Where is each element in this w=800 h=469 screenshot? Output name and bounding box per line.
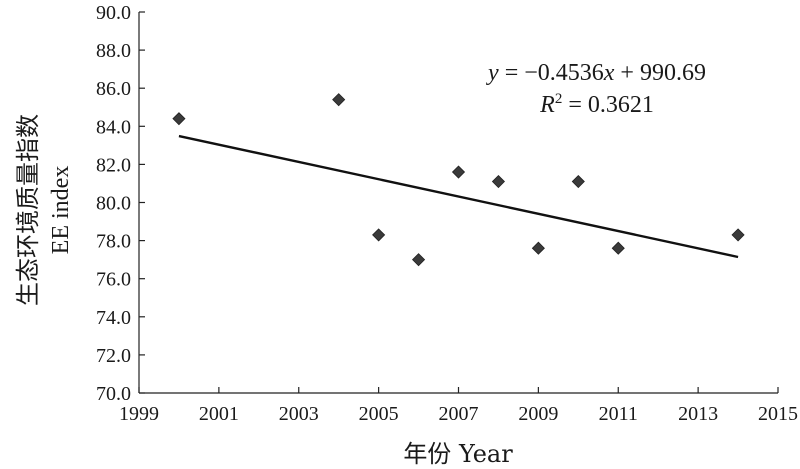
trend-equation: y = −0.4536x + 990.69 (486, 60, 706, 86)
r-squared: R2 = 0.3621 (539, 91, 654, 118)
y-tick-label: 78.0 (96, 231, 131, 253)
y-ticks: 70.0 72.0 74.0 76.0 78.0 80.0 82.0 84.0 86.0 88.0… (96, 2, 145, 405)
y-tick-label: 90.0 (96, 2, 131, 24)
data-point (571, 174, 585, 189)
y-axis-title-cn: 生态环境质量指数 (14, 114, 42, 306)
x-tick-label: 2015 (758, 403, 798, 425)
r-squared-value: = 0.3621 (562, 92, 654, 118)
y-tick-label: 84.0 (96, 116, 131, 138)
x-tick-label: 2011 (599, 403, 638, 425)
trendline-group (178, 134, 739, 259)
y-tick-label: 86.0 (96, 78, 131, 100)
x-tick-label: 2013 (678, 403, 718, 425)
trendline (178, 134, 739, 259)
r-squared-exponent: 2 (555, 91, 563, 107)
data-point (611, 241, 625, 255)
x-tick-label: 2005 (359, 403, 399, 425)
x-tick-label: 2007 (439, 403, 479, 425)
y-tick-label: 76.0 (96, 269, 131, 291)
x-tick-label: 1999 (119, 403, 159, 425)
r-squared-symbol: R (539, 92, 555, 118)
y-tick-label: 82.0 (96, 154, 131, 176)
x-tick-label: 2003 (279, 403, 319, 425)
data-point (451, 165, 466, 179)
data-point (531, 241, 545, 255)
x-tick-label: 2001 (199, 403, 239, 425)
data-point (491, 174, 506, 189)
y-tick-label: 70.0 (96, 383, 131, 405)
data-point (332, 93, 346, 107)
data-point (372, 228, 386, 242)
y-tick-label: 80.0 (96, 193, 131, 215)
y-tick-label: 88.0 (96, 40, 131, 62)
y-tick-label: 74.0 (96, 307, 131, 329)
y-axis-title-en: EE index (48, 166, 74, 255)
x-axis-title: 年份 Year (403, 440, 513, 468)
data-point (172, 112, 186, 126)
y-tick-label: 72.0 (96, 345, 131, 367)
x-ticks: 1999 2001 2003 2005 2007 2009 2011 2013 2015 (119, 387, 798, 425)
data-point (411, 253, 426, 267)
data-points (172, 93, 745, 267)
x-tick-label: 2009 (518, 403, 558, 425)
data-point (731, 228, 745, 242)
